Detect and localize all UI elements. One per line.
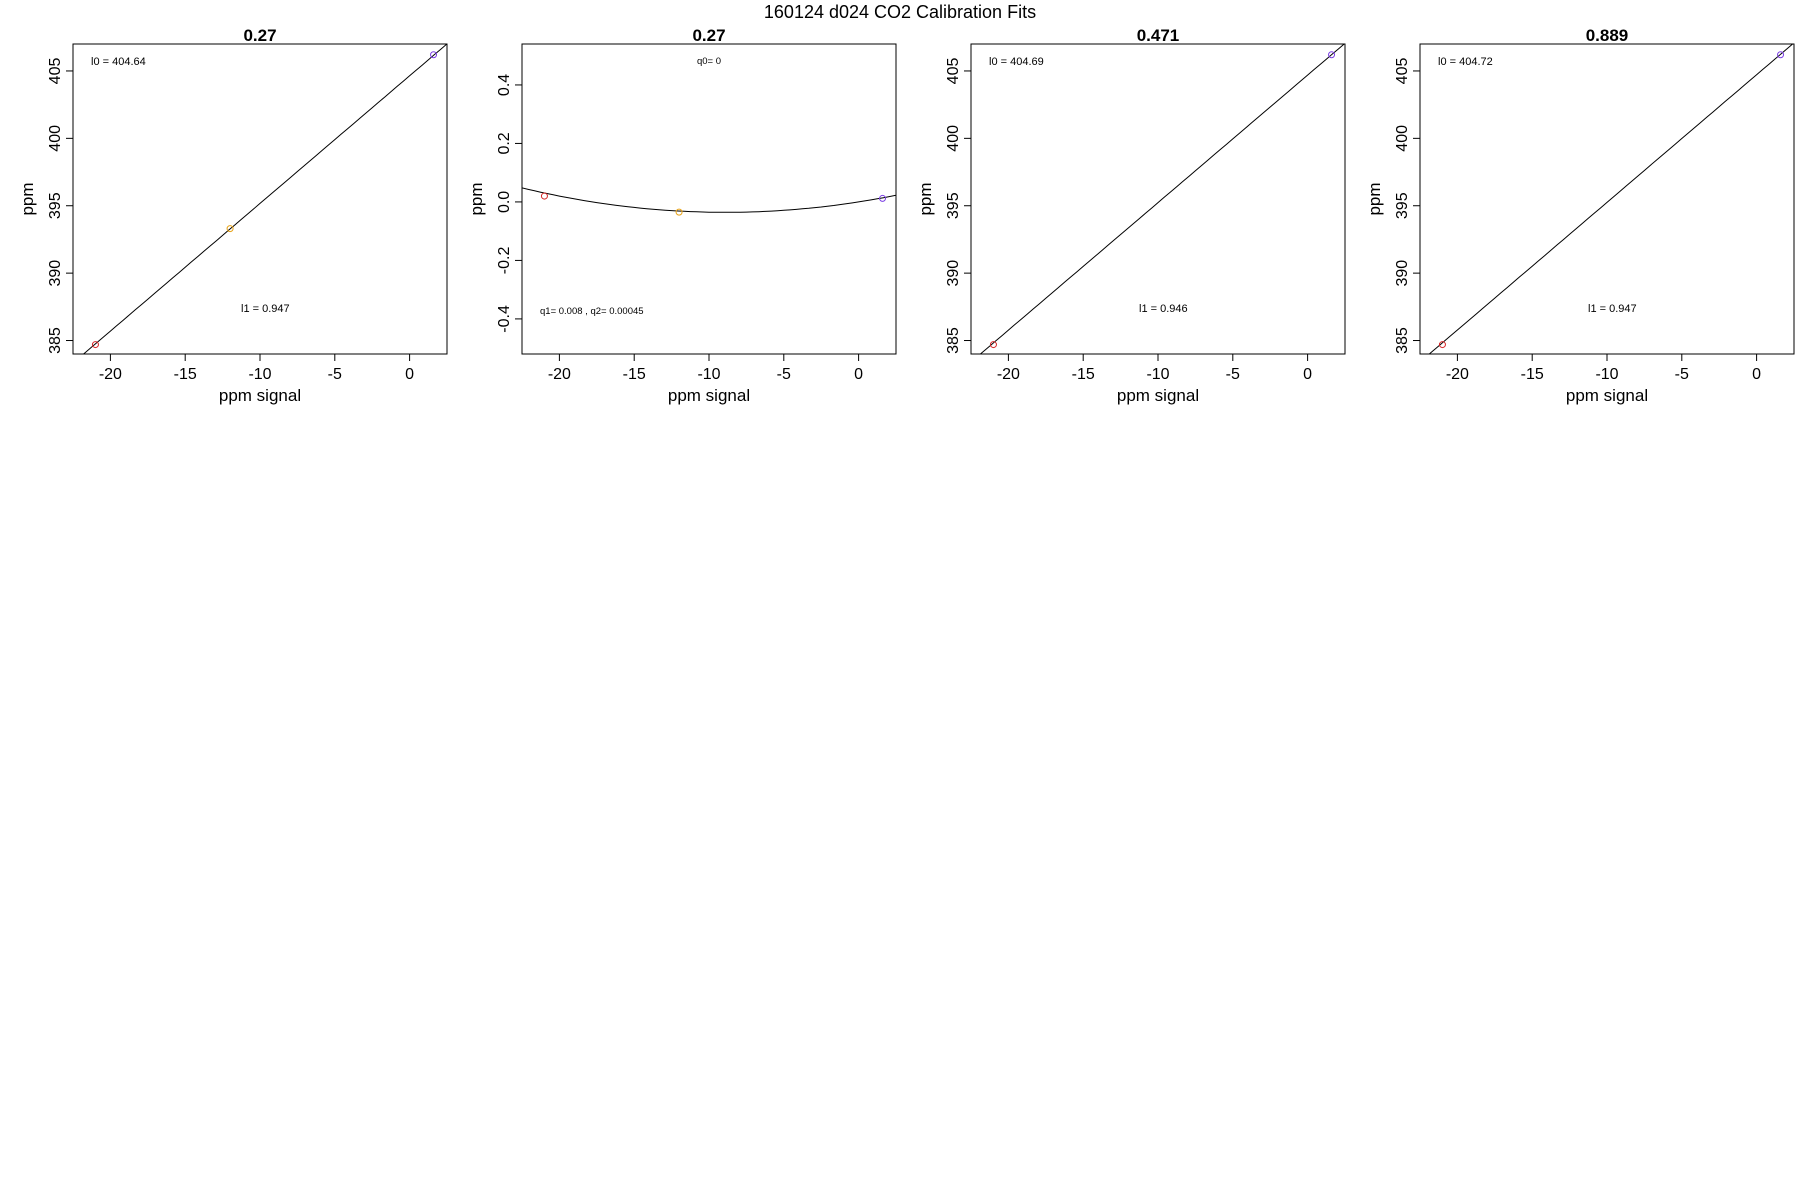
data-point-high xyxy=(1328,51,1336,59)
fit-annotation: l0 = 404.69 xyxy=(989,56,1044,68)
y-tick-label: 385 xyxy=(1394,327,1411,354)
y-tick-label: 385 xyxy=(945,327,962,354)
x-tick-label: -15 xyxy=(174,366,197,383)
x-tick-label: 0 xyxy=(405,366,414,383)
x-tick-label: -5 xyxy=(1675,366,1689,383)
y-tick-label: 395 xyxy=(47,192,64,219)
fit-annotation: q0= 0 xyxy=(697,56,721,67)
data-point-low xyxy=(989,341,997,349)
panel-title: 0.27 xyxy=(692,26,725,45)
data-point-high xyxy=(430,51,438,59)
y-tick-label: -0.2 xyxy=(496,247,513,275)
data-point-high xyxy=(879,194,887,202)
x-tick-label: -5 xyxy=(777,366,791,383)
chart-panel-4: 0.889 -20 -15 -10 -5 0 385 390 395 400 405 ppm sign… xyxy=(1365,26,1795,405)
y-tick-label: -0.4 xyxy=(496,305,513,333)
data-point-low xyxy=(540,192,548,200)
x-axis-label: ppm signal xyxy=(1566,386,1648,405)
x-axis-label: ppm signal xyxy=(219,386,301,405)
y-tick-label: 400 xyxy=(47,125,64,152)
y-tick-label: 0.2 xyxy=(496,132,513,154)
y-axis-label: ppm xyxy=(18,182,37,215)
data-point-mid xyxy=(226,225,234,233)
y-tick-label: 405 xyxy=(47,58,64,85)
y-tick-label: 0.4 xyxy=(496,74,513,96)
x-tick-label: -5 xyxy=(1226,366,1240,383)
chart-panel-2: 0.27 -20 -15 -10 -5 0 -0.4 -0.2 0.0 0.2 0.4 ppm sig… xyxy=(467,26,897,405)
x-tick-label: 0 xyxy=(854,366,863,383)
y-tick-label: 390 xyxy=(1394,260,1411,287)
x-tick-label: -5 xyxy=(328,366,342,383)
fit-annotation: l0 = 404.72 xyxy=(1438,56,1493,68)
y-tick-label: 390 xyxy=(47,260,64,287)
y-tick-label: 395 xyxy=(945,192,962,219)
panels: 0.27 -20 -15 -10 -5 0 385 390 395 400 405 ppm signa… xyxy=(18,26,1795,405)
panel-title: 0.27 xyxy=(243,26,276,45)
data-point-high xyxy=(1777,51,1785,59)
panel-title: 0.471 xyxy=(1137,26,1180,45)
panel-title: 0.889 xyxy=(1586,26,1629,45)
y-tick-label: 405 xyxy=(945,58,962,85)
fit-annotation: l0 = 404.64 xyxy=(91,56,146,68)
y-tick-label: 385 xyxy=(47,327,64,354)
fit-annotation: q1= 0.008 , q2= 0.00045 xyxy=(540,306,644,317)
fit-annotation: l1 = 0.947 xyxy=(241,303,290,315)
fit-annotation: l1 = 0.947 xyxy=(1588,303,1637,315)
x-axis-label: ppm signal xyxy=(1117,386,1199,405)
fit-line xyxy=(82,44,447,354)
x-tick-label: -20 xyxy=(548,366,571,383)
fit-annotation: l1 = 0.946 xyxy=(1139,303,1188,315)
x-axis-label: ppm signal xyxy=(668,386,750,405)
y-axis-label: ppm xyxy=(467,182,486,215)
y-axis-label: ppm xyxy=(1365,182,1384,215)
data-point-low xyxy=(91,341,99,349)
figure-title: 160124 d024 CO2 Calibration Fits xyxy=(764,2,1036,22)
x-tick-label: 0 xyxy=(1303,366,1312,383)
x-tick-label: -20 xyxy=(99,366,122,383)
y-tick-label: 395 xyxy=(1394,192,1411,219)
x-tick-label: -15 xyxy=(623,366,646,383)
x-tick-label: -15 xyxy=(1521,366,1544,383)
chart-panel-1: 0.27 -20 -15 -10 -5 0 385 390 395 400 405 ppm signa… xyxy=(18,26,448,405)
x-tick-label: -10 xyxy=(1595,366,1618,383)
y-tick-label: 390 xyxy=(945,260,962,287)
y-axis-label: ppm xyxy=(916,182,935,215)
x-tick-label: -10 xyxy=(697,366,720,383)
x-tick-label: -20 xyxy=(1446,366,1469,383)
fit-line xyxy=(979,44,1345,354)
y-tick-label: 405 xyxy=(1394,58,1411,85)
fit-line xyxy=(1428,44,1794,354)
x-tick-label: -10 xyxy=(1146,366,1169,383)
y-tick-label: 400 xyxy=(945,125,962,152)
chart-panel-3: 0.471 -20 -15 -10 -5 0 385 390 395 400 405 ppm sign… xyxy=(916,26,1346,405)
x-tick-label: -20 xyxy=(997,366,1020,383)
y-tick-label: 400 xyxy=(1394,125,1411,152)
x-tick-label: -10 xyxy=(248,366,271,383)
y-tick-label: 0.0 xyxy=(496,191,513,213)
data-point-mid xyxy=(675,208,683,216)
fit-line xyxy=(522,187,896,213)
x-tick-label: -15 xyxy=(1072,366,1095,383)
x-tick-label: 0 xyxy=(1752,366,1761,383)
data-point-low xyxy=(1438,341,1446,349)
